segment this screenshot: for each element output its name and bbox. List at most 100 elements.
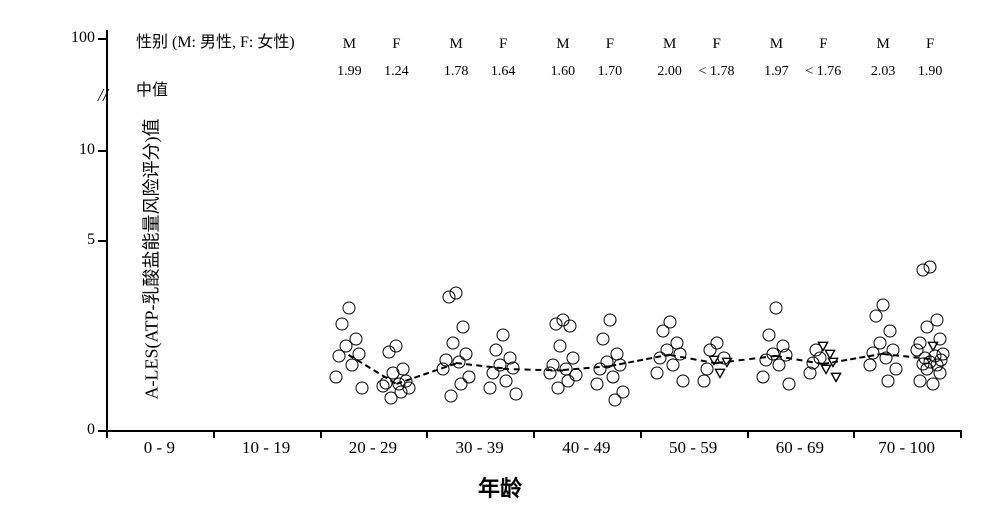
data-point [490,344,503,357]
data-point [596,332,609,345]
header-median-value: < 1.78 [699,64,735,80]
data-point [497,329,510,342]
data-point [553,340,566,353]
header-median-value: 2.03 [871,64,896,80]
header-median-value: 1.60 [551,64,576,80]
data-point [921,321,934,334]
x-tick [533,430,535,438]
data-point [543,367,556,380]
header-median-value: 1.90 [918,64,943,80]
header-median-value: < 1.76 [805,64,841,80]
data-point [666,359,679,372]
data-point [437,363,450,376]
x-tick [640,430,642,438]
data-point [773,359,786,372]
data-point [653,351,666,364]
header-sex-legend: 性别 (M: 男性, F: 女性) [136,28,295,52]
header-sex: M [556,36,569,53]
data-point [551,382,564,395]
data-point [650,367,663,380]
data-point [914,374,927,387]
x-tick [747,430,749,438]
data-point [721,357,732,368]
data-point [336,317,349,330]
data-point [593,363,606,376]
header-sex: M [663,36,676,53]
header-median-label: 中值 [136,76,168,100]
header-sex: F [712,36,720,53]
x-tick [213,430,215,438]
y-axis-title: A-LES(ATP-乳酸盐能量风险评分)值 [138,118,164,399]
data-point [563,319,576,332]
data-point [867,346,880,359]
x-tick-label: 50 - 59 [669,438,717,458]
header-median-value: 2.00 [657,64,682,80]
x-tick [106,430,108,438]
x-tick-label: 20 - 29 [349,438,397,458]
data-point [606,370,619,383]
data-point [882,374,895,387]
y-tick [98,150,106,152]
data-point [507,361,520,374]
x-tick [426,430,428,438]
data-point [608,393,621,406]
data-point [697,374,710,387]
header-median-value: 1.24 [384,64,409,80]
data-point [656,325,669,338]
header-median-value: 1.99 [337,64,362,80]
x-tick-label: 60 - 69 [776,438,824,458]
data-point [457,321,470,334]
header-median-value: 1.78 [444,64,469,80]
data-point [757,370,770,383]
data-point [549,317,562,330]
header-median-value: 1.70 [598,64,623,80]
header-sex: F [499,36,507,53]
x-tick [853,430,855,438]
header-sex: M [449,36,462,53]
data-point [455,378,468,391]
header-sex: F [819,36,827,53]
data-point [890,363,903,376]
header-sex: M [876,36,889,53]
scatter-chart: A-LES(ATP-乳酸盐能量风险评分)值 年龄 性别 (M: 男性, F: 女… [0,0,1000,517]
header-sex: M [343,36,356,53]
y-tick-label: 5 [87,231,95,249]
x-tick-label: 10 - 19 [242,438,290,458]
data-point [770,302,783,315]
x-tick-label: 70 - 100 [878,438,935,458]
data-point [383,346,396,359]
data-point [343,302,356,315]
y-tick [98,430,106,432]
x-tick-label: 0 - 9 [144,438,175,458]
data-point [385,391,398,404]
data-point [445,389,458,402]
data-point [590,378,603,391]
y-tick [98,38,106,40]
data-point [804,367,817,380]
data-point [880,351,893,364]
header-median-value: 1.64 [491,64,516,80]
data-point [447,336,460,349]
data-point [831,371,842,382]
data-point [783,378,796,391]
x-axis-title: 年龄 [478,471,522,503]
y-axis-line [106,30,108,430]
data-point [443,291,456,304]
y-tick [98,240,106,242]
header-sex: F [926,36,934,53]
data-point [884,325,897,338]
x-tick [320,430,322,438]
data-point [356,382,369,395]
data-point [927,378,940,391]
data-point [510,387,523,400]
data-point [917,264,930,277]
header-sex: M [770,36,783,53]
data-point [333,349,346,362]
data-point [500,374,513,387]
x-tick-label: 30 - 39 [456,438,504,458]
data-point [763,329,776,342]
data-point [676,374,689,387]
y-tick-label: 100 [71,29,95,47]
data-point [870,310,883,323]
x-tick [960,430,962,438]
